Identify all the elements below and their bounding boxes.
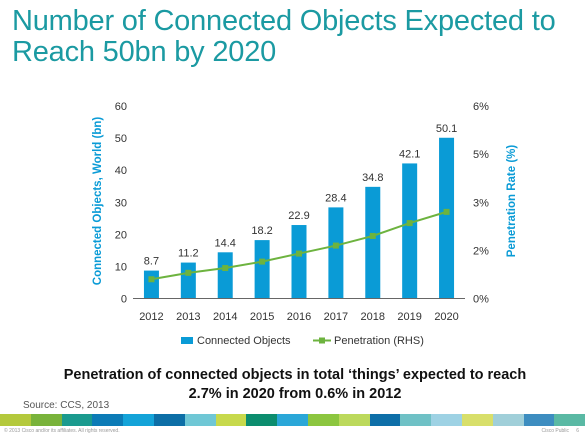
y-tick-label-left: 0 <box>121 294 127 306</box>
y-tick-label-left: 50 <box>115 133 127 145</box>
bar <box>143 270 159 299</box>
x-tick-label: 2013 <box>176 311 200 323</box>
bar <box>328 207 344 299</box>
x-tick-label: 2012 <box>139 311 163 323</box>
bar-value-label: 50.1 <box>436 123 457 135</box>
y-tick-label-left: 20 <box>115 229 127 241</box>
y-axis-title-right: Penetration Rate (%) <box>506 145 518 258</box>
bar <box>402 163 418 299</box>
penetration-marker <box>296 250 302 257</box>
footer-color-bar <box>0 414 585 426</box>
source-note: Source: CCS, 2013 <box>23 400 110 411</box>
footer-color-segment <box>215 414 247 426</box>
copyright-text: © 2013 Cisco and/or its affiliates. All … <box>4 428 120 434</box>
footer-color-segment <box>400 414 432 426</box>
legend-line-label: Penetration (RHS) <box>334 335 424 347</box>
y-tick-label-left: 10 <box>115 261 127 273</box>
bar-value-label: 28.4 <box>325 192 346 204</box>
footer-color-segment <box>523 414 555 426</box>
x-tick-label: 2019 <box>397 311 421 323</box>
footer-color-segment <box>554 414 585 426</box>
penetration-marker <box>185 269 192 276</box>
footer-color-segment <box>369 414 401 426</box>
footer-color-segment <box>0 414 31 426</box>
x-tick-label: 2017 <box>324 311 348 323</box>
footer-color-segment <box>307 414 339 426</box>
penetration-marker <box>259 258 266 265</box>
y-tick-label-left: 60 <box>115 101 127 113</box>
bar <box>365 186 381 299</box>
bar-value-label: 22.9 <box>288 210 309 222</box>
bar-value-label: 14.4 <box>215 237 236 249</box>
footer-color-segment <box>153 414 185 426</box>
bar <box>180 262 196 299</box>
penetration-marker <box>222 265 229 272</box>
x-tick-label: 2015 <box>250 311 274 323</box>
footer-color-segment <box>461 414 493 426</box>
y-tick-label-left: 40 <box>115 165 127 177</box>
bar-value-label: 8.7 <box>144 256 159 268</box>
bar-value-label: 42.1 <box>399 148 420 160</box>
footer-color-segment <box>30 414 62 426</box>
footer-color-segment <box>61 414 93 426</box>
bar-value-label: 18.2 <box>251 225 272 237</box>
bar <box>254 240 270 299</box>
penetration-marker <box>443 208 450 215</box>
footer-classification: Cisco Public <box>541 428 569 434</box>
y-tick-label-right: 5% <box>473 149 489 161</box>
x-tick-label: 2014 <box>213 311 237 323</box>
bar <box>217 252 233 299</box>
y-tick-label-right: 0% <box>473 294 489 306</box>
x-tick-label: 2016 <box>287 311 311 323</box>
bar-value-label: 34.8 <box>362 172 383 184</box>
footer-color-segment <box>277 414 308 426</box>
footer-color-segment <box>92 414 124 426</box>
footer-color-segment <box>492 414 524 426</box>
y-axis-title-left: Connected Objects, World (bn) <box>92 117 104 286</box>
bar <box>291 225 307 299</box>
page-number: 6 <box>576 428 579 434</box>
bar <box>439 137 455 299</box>
footer-color-segment <box>338 414 370 426</box>
legend: Connected Objects Penetration (RHS) <box>181 335 424 347</box>
slide-title: Number of Connected Objects Expected to … <box>12 5 556 68</box>
legend-line-marker <box>319 337 325 344</box>
legend-bar-label: Connected Objects <box>197 335 291 347</box>
penetration-marker <box>369 232 376 239</box>
footer-color-segment <box>246 414 278 426</box>
chart-subtitle: Penetration of connected objects in tota… <box>63 367 527 402</box>
penetration-marker <box>332 242 339 249</box>
penetration-marker <box>406 220 413 227</box>
footer-color-segment <box>431 414 462 426</box>
bar-value-label: 11.2 <box>178 248 199 260</box>
x-tick-label: 2018 <box>361 311 385 323</box>
legend-bar-swatch <box>181 337 193 344</box>
y-tick-label-right: 3% <box>473 197 489 209</box>
penetration-marker <box>148 276 155 283</box>
y-tick-label-right: 2% <box>473 245 489 257</box>
y-tick-label-right: 6% <box>473 101 489 113</box>
footer-color-segment <box>184 414 216 426</box>
y-tick-label-left: 30 <box>115 197 127 209</box>
footer-color-segment <box>123 414 154 426</box>
x-tick-label: 2020 <box>434 311 458 323</box>
